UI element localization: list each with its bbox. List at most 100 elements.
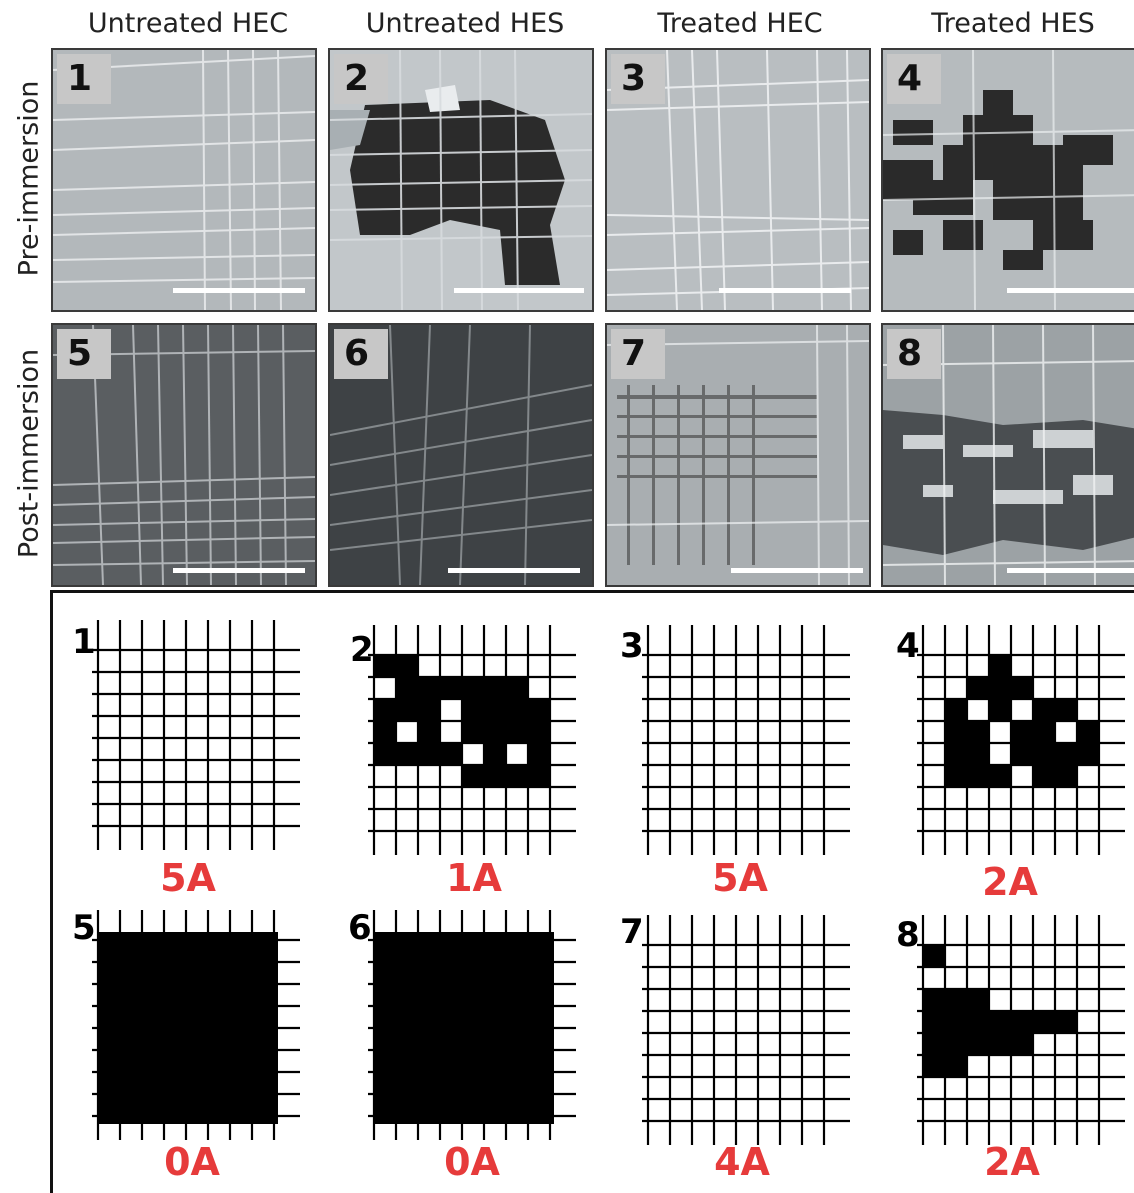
detached-cell [1033,721,1056,744]
detached-cell [989,677,1012,700]
photo-number: 8 [887,329,941,379]
detached-cell [528,721,551,744]
detached-cell [374,699,397,722]
scale-bar [448,568,580,573]
detached-cell [396,699,419,722]
detached-cell [528,743,551,766]
detached-cell [945,721,968,744]
detached-cell [989,765,1012,788]
detached-cell [967,1033,990,1056]
schematic-grid-2 [368,625,576,855]
photo-number: 6 [334,329,388,379]
adhesion-rating: 0A [444,1140,500,1184]
schematic-grid-7 [642,915,850,1145]
detached-cell [945,989,968,1012]
detached-cell [923,1011,946,1034]
schematic-number: 7 [620,912,644,952]
schematic-number: 6 [348,908,372,948]
photo-texture [883,50,1134,310]
detached-cell [418,699,441,722]
schematic-grid-8 [917,915,1125,1145]
scale-bar [173,288,305,293]
column-header-untreated-hes: Untreated HES [365,8,565,39]
detached-cell [967,1011,990,1034]
scale-bar [1007,288,1134,293]
detached-cell [989,1033,1012,1056]
detached-cell [1033,699,1056,722]
detached-cell [967,765,990,788]
detached-cell [1077,721,1100,744]
detached-cell [440,743,463,766]
detached-cell [506,699,529,722]
scale-bar [1007,568,1134,573]
adhesion-rating: 2A [984,1140,1040,1184]
detached-cell [440,677,463,700]
column-header-treated-hes: Treated HES [931,8,1095,39]
adhesion-rating: 5A [712,856,768,900]
detached-area [98,932,278,1124]
detached-cell [923,945,946,968]
photo-texture [53,50,315,310]
detached-cell [967,743,990,766]
adhesion-rating: 1A [446,856,502,900]
schematic-number: 5 [72,908,96,948]
detached-cell [945,699,968,722]
row-header-post-immersion: Post-immersion [13,348,45,559]
detached-cell [418,677,441,700]
detached-cell [1011,1033,1034,1056]
photo-3: 3 [605,48,871,312]
photo-number: 3 [611,54,665,104]
detached-area [374,932,554,1124]
detached-cell [462,721,485,744]
schematic-grid-5 [92,910,300,1140]
row-header-pre-immersion: Pre-immersion [13,80,45,277]
photo-1: 1 [51,48,317,312]
photo-7: 7 [605,323,871,587]
detached-cell [1011,677,1034,700]
detached-cell [396,677,419,700]
adhesion-rating: 0A [164,1140,220,1184]
detached-cell [1011,1011,1034,1034]
detached-cell [945,1033,968,1056]
scale-bar [173,568,305,573]
detached-cell [462,699,485,722]
detached-cell [1011,743,1034,766]
photo-texture [330,50,592,310]
detached-cell [1011,721,1034,744]
detached-cell [989,699,1012,722]
scale-bar [454,288,584,293]
detached-cell [967,721,990,744]
detached-cell [945,1011,968,1034]
detached-cell [528,765,551,788]
detached-cell [1033,1011,1056,1034]
detached-cell [1055,699,1078,722]
photo-number: 1 [57,54,111,104]
detached-cell [484,743,507,766]
detached-cell [484,699,507,722]
detached-cell [945,1055,968,1078]
detached-cell [1033,743,1056,766]
detached-cell [484,765,507,788]
detached-cell [506,765,529,788]
detached-cell [418,721,441,744]
adhesion-rating: 4A [714,1140,770,1184]
adhesion-rating: 2A [982,860,1038,904]
detached-cell [374,743,397,766]
photo-4: 4 [881,48,1134,312]
photo-texture [607,50,869,310]
schematic-number: 2 [350,630,374,670]
detached-cell [967,677,990,700]
detached-cell [484,677,507,700]
photo-6: 6 [328,323,594,587]
detached-cell [967,989,990,1012]
detached-cell [1033,765,1056,788]
detached-cell [506,721,529,744]
detached-cell [374,721,397,744]
detached-cell [462,765,485,788]
detached-cell [923,1055,946,1078]
schematic-number: 3 [620,626,644,666]
photo-number: 7 [611,329,665,379]
schematic-grid-1 [92,620,300,850]
photo-number: 4 [887,54,941,104]
detached-cell [528,699,551,722]
